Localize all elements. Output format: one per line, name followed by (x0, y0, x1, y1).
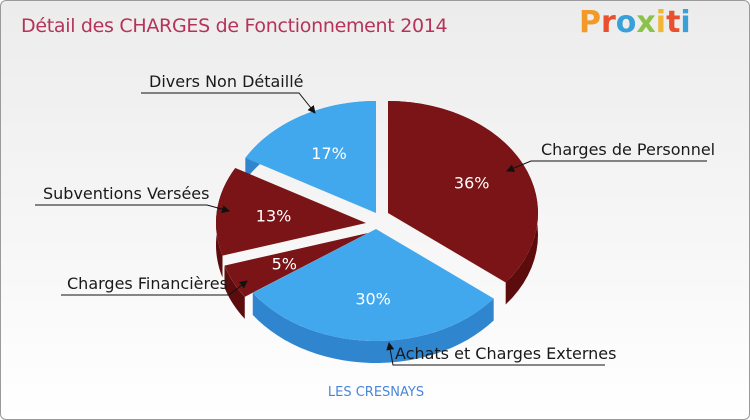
pie-slice (224, 233, 368, 297)
slice-percent-label: 17% (311, 144, 347, 163)
slice-percent-label: 36% (454, 174, 490, 193)
slice-category-label: Divers Non Détaillé (149, 72, 303, 91)
slice-percent-label: 13% (256, 206, 292, 225)
slice-percent-label: 5% (272, 254, 297, 273)
chart-title: Détail des CHARGES de Fonctionnement 201… (21, 15, 448, 37)
leader-line (506, 160, 707, 172)
pie-slice-side (224, 265, 245, 319)
pie-slice (252, 229, 494, 342)
slice-category-label: Subventions Versées (43, 184, 209, 203)
pie-slice (388, 101, 538, 283)
logo-letter: r (601, 5, 616, 40)
slice-category-label: Charges Financières (67, 274, 228, 293)
leader-line (141, 92, 316, 114)
leader-line (61, 280, 248, 296)
slice-category-label: Charges de Personnel (541, 140, 715, 159)
proxiti-logo: Proxiti (579, 5, 691, 40)
leader-line (386, 342, 605, 366)
logo-letter: t (666, 5, 681, 40)
pie-slice (216, 168, 366, 256)
pie-slice-side (252, 292, 494, 363)
logo-letter: i (655, 5, 667, 40)
slice-percent-label: 30% (355, 289, 391, 308)
logo-letter: o (615, 5, 637, 40)
logo-letter: P (579, 5, 601, 40)
pie-slice (245, 101, 376, 213)
logo-letter: x (636, 5, 656, 40)
leader-line (35, 204, 230, 214)
logo-letter: i (680, 5, 691, 40)
commune-name: LES CRESNAYS (327, 385, 425, 400)
slice-category-label: Achats et Charges Externes (395, 344, 616, 363)
